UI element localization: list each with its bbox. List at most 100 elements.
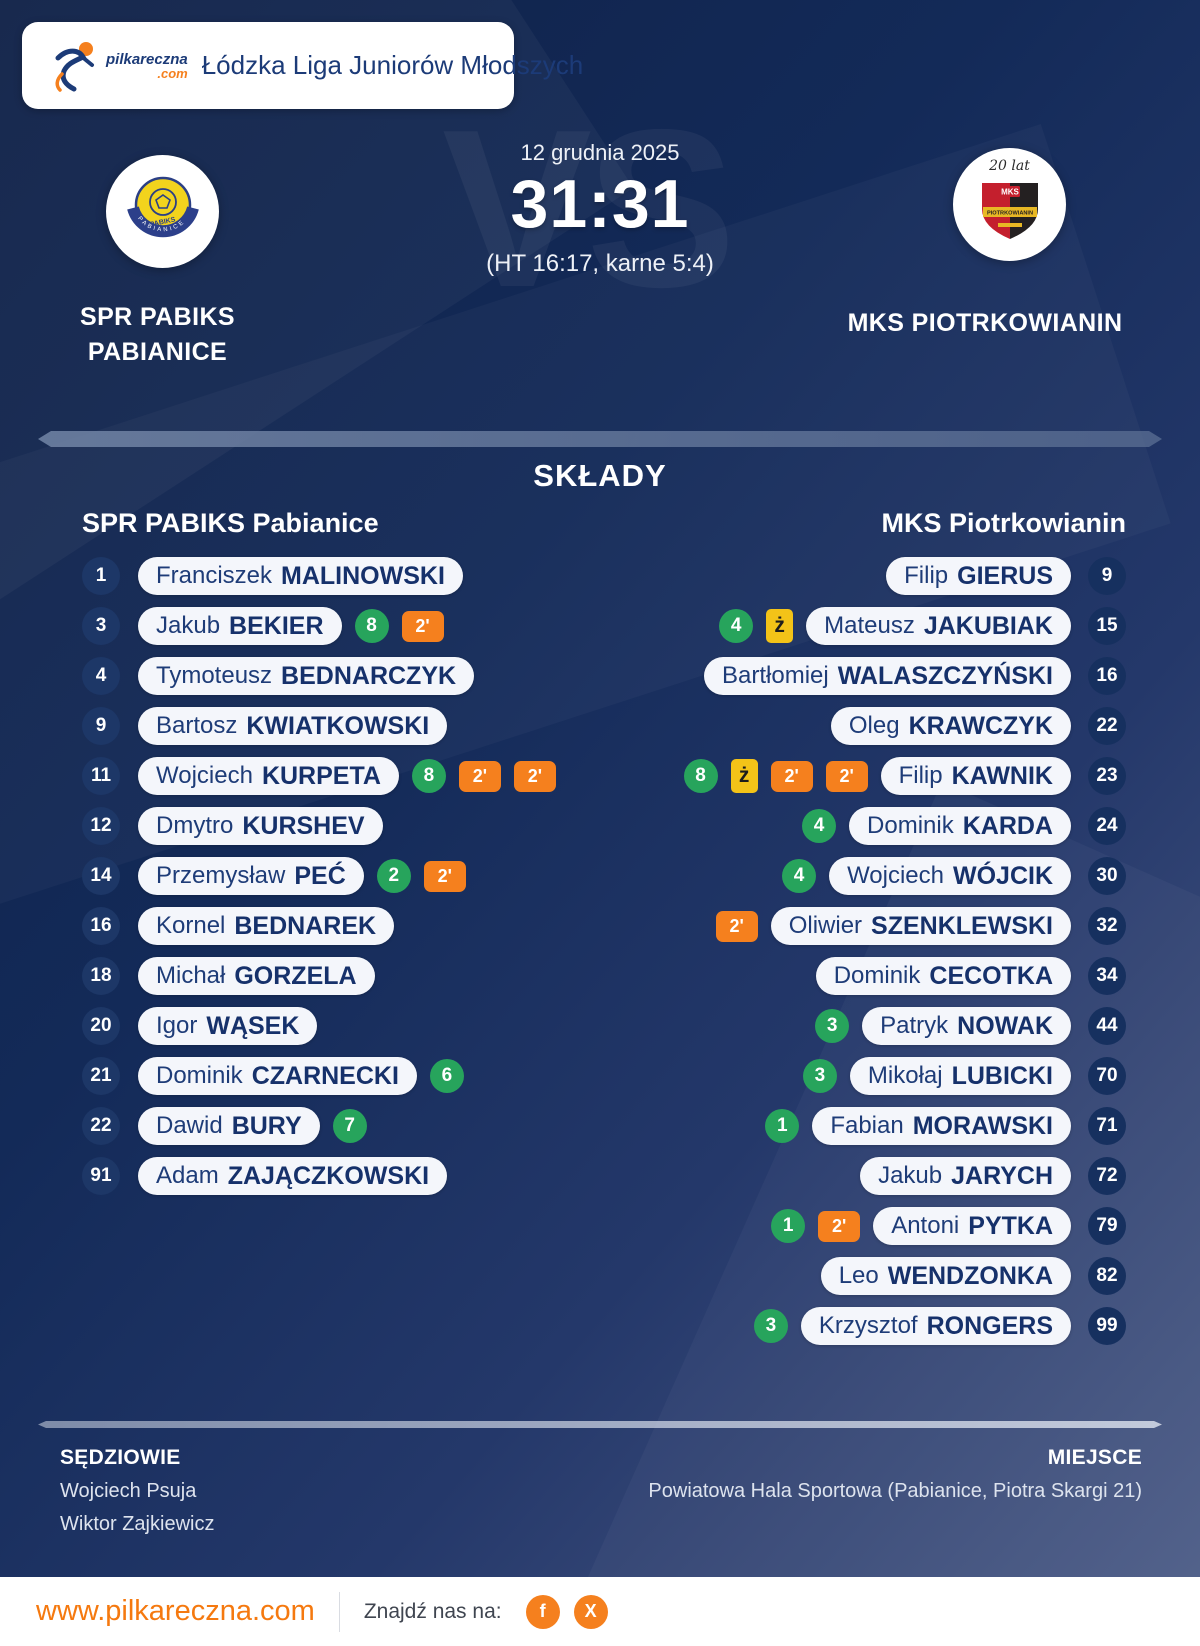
player-row: Dominik CECOTKA 34 — [815, 957, 1126, 995]
player-name-pill: Oleg KRAWCZYK — [830, 707, 1071, 745]
player-last-name: MORAWSKI — [912, 1111, 1053, 1140]
player-number: 22 — [1088, 707, 1126, 745]
player-number: 21 — [82, 1057, 120, 1095]
player-name-pill: Mateusz JAKUBIAK — [806, 607, 1071, 645]
player-row: 1 2' Antoni PYTKA 79 — [771, 1207, 1126, 1245]
player-row: 8 ż 2' 2' Filip KAWNIK 23 — [683, 757, 1126, 795]
brand-card: pilkareczna .com Łódzka Liga Juniorów Mł… — [22, 22, 583, 109]
player-last-name: KWIATKOWSKI — [246, 711, 430, 740]
referees-label: SĘDZIOWIE — [60, 1446, 181, 1469]
player-number: 15 — [1088, 607, 1126, 645]
player-name-pill: Dawid BURY — [138, 1107, 320, 1145]
player-number: 44 — [1088, 1007, 1126, 1045]
pilkareczna-logo[interactable]: pilkareczna .com — [48, 40, 188, 92]
player-row: 2' Oliwier SZENKLEWSKI 32 — [715, 907, 1126, 945]
player-name-pill: Wojciech KURPETA — [138, 757, 399, 795]
section-divider — [38, 431, 1162, 447]
player-last-name: BEDNAREK — [234, 911, 377, 940]
goals-badge: 7 — [332, 1109, 367, 1143]
player-first-name: Wojciech — [156, 762, 253, 789]
player-last-name: PYTKA — [968, 1211, 1053, 1240]
website-link[interactable]: www.pilkareczna.com — [36, 1595, 315, 1627]
player-name-pill: Dmytro KURSHEV — [138, 807, 383, 845]
referee-name: Wiktor Zajkiewicz — [60, 1513, 215, 1535]
player-first-name: Oliwier — [788, 912, 863, 939]
two-minute-badge: 2' — [818, 1210, 861, 1242]
player-number: 34 — [1088, 957, 1126, 995]
player-number: 9 — [1088, 557, 1126, 595]
player-row: 12 Dmytro KURSHEV — [82, 807, 383, 845]
player-name-pill: Filip KAWNIK — [880, 757, 1071, 795]
match-date: 12 grudnia 2025 — [520, 140, 680, 165]
vs-watermark: VS — [442, 82, 736, 334]
player-number: 16 — [1088, 657, 1126, 695]
player-name-pill: Michał GORZELA — [138, 957, 375, 995]
player-name-pill: Igor WĄSEK — [138, 1007, 318, 1045]
player-row: 18 Michał GORZELA — [82, 957, 375, 995]
venue-name: Powiatowa Hala Sportowa (Pabianice, Piot… — [648, 1480, 1142, 1502]
venue-block: MIEJSCE Powiatowa Hala Sportowa (Pabiani… — [648, 1446, 1142, 1503]
player-first-name: Leo — [838, 1262, 879, 1289]
player-first-name: Fabian — [830, 1112, 904, 1139]
player-last-name: PEĆ — [294, 861, 346, 890]
goals-badge: 8 — [683, 759, 718, 793]
player-last-name: JARYCH — [951, 1161, 1053, 1190]
player-name-pill: Przemysław PEĆ — [138, 857, 364, 895]
away-team-logo: 20 lat MKS PIOTRKOWIANIN — [953, 148, 1066, 261]
player-number: 32 — [1088, 907, 1126, 945]
player-first-name: Jakub — [878, 1162, 943, 1189]
rosters-title: SKŁADY — [533, 458, 667, 493]
player-row: Oleg KRAWCZYK 22 — [830, 707, 1126, 745]
player-row: 3 Jakub BEKIER 8 2' — [82, 607, 444, 645]
home-team-name-line2: PABIANICE — [87, 338, 228, 366]
home-team-logo: PABIKS PABIANICE — [106, 155, 219, 268]
home-team-name-line1: SPR PABIKS — [80, 303, 235, 331]
away-team-name: MKS PIOTRKOWIANIN — [847, 309, 1123, 337]
player-last-name: JAKUBIAK — [923, 611, 1053, 640]
player-row: 1 Fabian MORAWSKI 71 — [765, 1107, 1126, 1145]
home-roster-header: SPR PABIKS Pabianice — [82, 508, 379, 538]
player-first-name: Dawid — [156, 1112, 223, 1139]
player-first-name: Dmytro — [156, 812, 234, 839]
player-name-pill: Leo WENDZONKA — [820, 1257, 1071, 1295]
goals-badge: 4 — [719, 609, 754, 643]
player-number: 71 — [1088, 1107, 1126, 1145]
player-first-name: Igor — [156, 1012, 198, 1039]
player-last-name: RONGERS — [926, 1311, 1053, 1340]
away-crest-anniversary: 20 lat — [989, 158, 1030, 174]
player-name-pill: Dominik KARDA — [849, 807, 1071, 845]
player-number: 9 — [82, 707, 120, 745]
player-last-name: ZAJĄCZKOWSKI — [227, 1161, 430, 1190]
player-row: 4 Wojciech WÓJCIK 30 — [782, 857, 1126, 895]
two-minute-badge: 2' — [401, 610, 444, 642]
footer-divider — [38, 1421, 1162, 1428]
two-minute-badge: 2' — [513, 760, 556, 792]
player-name-pill: Adam ZAJĄCZKOWSKI — [138, 1157, 448, 1195]
player-name-pill: Filip GIERUS — [886, 557, 1071, 595]
player-last-name: KAWNIK — [951, 761, 1053, 790]
player-first-name: Filip — [898, 762, 943, 789]
player-number: 70 — [1088, 1057, 1126, 1095]
goals-badge: 4 — [782, 859, 817, 893]
player-row: 1 Franciszek MALINOWSKI — [82, 557, 463, 595]
facebook-icon[interactable]: f — [525, 1594, 560, 1629]
match-score: 31:31 — [510, 166, 690, 242]
goals-badge: 3 — [802, 1059, 837, 1093]
player-name-pill: Antoni PYTKA — [873, 1207, 1071, 1245]
player-first-name: Mikołaj — [867, 1062, 943, 1089]
referees-block: SĘDZIOWIE Wojciech Psuja Wiktor Zajkiewi… — [60, 1446, 214, 1536]
player-first-name: Bartosz — [156, 712, 238, 739]
player-first-name: Franciszek — [156, 562, 273, 589]
player-row: 4 Tymoteusz BEDNARCZYK — [82, 657, 475, 695]
player-name-pill: Franciszek MALINOWSKI — [138, 557, 463, 595]
player-row: Jakub JARYCH 72 — [860, 1157, 1126, 1195]
player-number: 12 — [82, 807, 120, 845]
player-first-name: Adam — [156, 1162, 219, 1189]
x-twitter-icon[interactable]: X — [573, 1594, 608, 1629]
player-last-name: BURY — [231, 1111, 302, 1140]
player-number: 79 — [1088, 1207, 1126, 1245]
player-last-name: MALINOWSKI — [281, 561, 445, 590]
player-name-pill: Dominik CZARNECKI — [138, 1057, 417, 1095]
player-row: 21 Dominik CZARNECKI 6 — [82, 1057, 464, 1095]
